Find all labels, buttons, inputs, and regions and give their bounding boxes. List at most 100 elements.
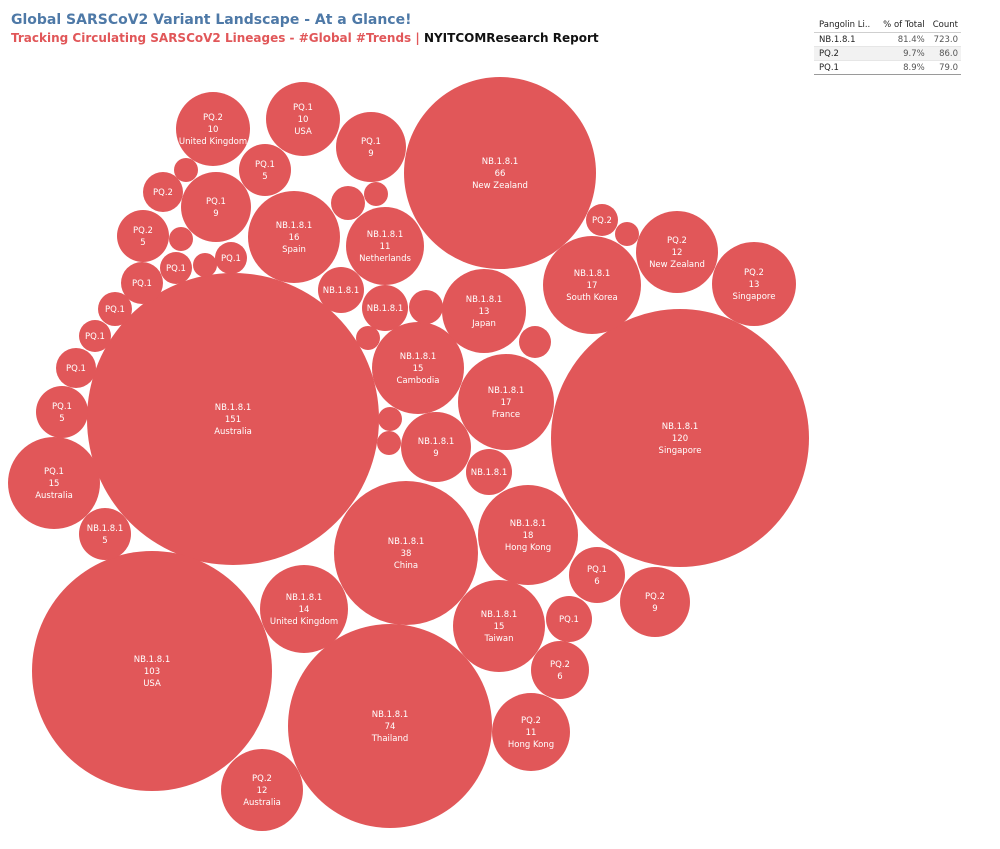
bubble-circle[interactable] bbox=[586, 204, 618, 236]
bubble-20[interactable]: PQ.1 15 Australia bbox=[8, 437, 100, 529]
bubble-26[interactable]: PQ.1 5 bbox=[239, 144, 291, 196]
bubble-circle[interactable] bbox=[79, 320, 111, 352]
bubble-50[interactable] bbox=[356, 326, 380, 350]
bubble-circle[interactable] bbox=[377, 431, 401, 455]
bubble-39[interactable]: PQ.2 9 bbox=[620, 567, 690, 637]
bubble-52[interactable] bbox=[174, 158, 198, 182]
bubble-circle[interactable] bbox=[98, 292, 132, 326]
bubble-1[interactable]: NB.1.8.1 120 Singapore bbox=[551, 309, 809, 567]
bubble-circle[interactable] bbox=[372, 322, 464, 414]
bubble-circle[interactable] bbox=[466, 449, 512, 495]
bubble-circle[interactable] bbox=[143, 172, 183, 212]
bubble-53[interactable] bbox=[169, 227, 193, 251]
bubble-circle[interactable] bbox=[404, 77, 596, 269]
bubble-33[interactable]: PQ.1 bbox=[160, 252, 192, 284]
bubble-15[interactable]: NB.1.8.1 9 bbox=[401, 412, 471, 482]
bubble-circle[interactable] bbox=[519, 326, 551, 358]
bubble-49[interactable] bbox=[377, 431, 401, 455]
bubble-circle[interactable] bbox=[409, 290, 443, 324]
bubble-circle[interactable] bbox=[569, 547, 625, 603]
bubble-14[interactable]: NB.1.8.1 11 Netherlands bbox=[346, 207, 424, 285]
bubble-circle[interactable] bbox=[260, 565, 348, 653]
bubble-circle[interactable] bbox=[615, 222, 639, 246]
bubble-36[interactable]: PQ.2 12 Australia bbox=[221, 749, 303, 831]
bubble-circle[interactable] bbox=[336, 112, 406, 182]
bubble-30[interactable]: PQ.1 bbox=[79, 320, 111, 352]
bubble-44[interactable] bbox=[519, 326, 551, 358]
bubble-circle[interactable] bbox=[478, 485, 578, 585]
bubble-54[interactable] bbox=[193, 253, 217, 277]
bubble-4[interactable]: NB.1.8.1 66 New Zealand bbox=[404, 77, 596, 269]
bubble-23[interactable]: PQ.1 9 bbox=[181, 172, 251, 242]
bubble-38[interactable]: PQ.2 10 United Kingdom bbox=[176, 92, 250, 166]
bubble-31[interactable]: PQ.1 bbox=[121, 262, 163, 304]
bubble-2[interactable]: NB.1.8.1 103 USA bbox=[32, 551, 272, 791]
table-row[interactable]: PQ.1 8.9% 79.0 bbox=[814, 60, 961, 75]
bubble-circle[interactable] bbox=[160, 252, 192, 284]
bubble-circle[interactable] bbox=[492, 693, 570, 771]
bubble-51[interactable] bbox=[615, 222, 639, 246]
bubble-circle[interactable] bbox=[87, 273, 379, 565]
column-header-percent[interactable]: % of Total bbox=[877, 18, 928, 33]
bubble-35[interactable]: PQ.2 12 New Zealand bbox=[636, 211, 718, 293]
bubble-circle[interactable] bbox=[334, 481, 478, 625]
bubble-circle[interactable] bbox=[546, 596, 592, 642]
bubble-8[interactable]: NB.1.8.1 17 France bbox=[458, 354, 554, 450]
bubble-circle[interactable] bbox=[121, 262, 163, 304]
bubble-9[interactable]: NB.1.8.1 16 Spain bbox=[248, 191, 340, 283]
bubble-circle[interactable] bbox=[442, 269, 526, 353]
bubble-circle[interactable] bbox=[221, 749, 303, 831]
table-row[interactable]: NB.1.8.1 81.4% 723.0 bbox=[814, 32, 961, 47]
bubble-34[interactable]: PQ.2 13 Singapore bbox=[712, 242, 796, 326]
bubble-circle[interactable] bbox=[248, 191, 340, 283]
bubble-circle[interactable] bbox=[346, 207, 424, 285]
bubble-circle[interactable] bbox=[364, 182, 388, 206]
bubble-22[interactable]: PQ.1 9 bbox=[336, 112, 406, 182]
bubble-25[interactable]: PQ.1 5 bbox=[36, 386, 88, 438]
bubble-29[interactable]: PQ.1 bbox=[98, 292, 132, 326]
bubble-6[interactable]: NB.1.8.1 18 Hong Kong bbox=[478, 485, 578, 585]
bubble-circle[interactable] bbox=[356, 326, 380, 350]
bubble-circle[interactable] bbox=[174, 158, 198, 182]
bubble-40[interactable]: PQ.2 6 bbox=[531, 641, 589, 699]
column-header-lineage[interactable]: Pangolin Li.. bbox=[814, 18, 878, 33]
bubble-circle[interactable] bbox=[36, 386, 88, 438]
bubble-circle[interactable] bbox=[401, 412, 471, 482]
bubble-43[interactable]: PQ.2 bbox=[586, 204, 618, 236]
bubble-circle[interactable] bbox=[551, 309, 809, 567]
bubble-47[interactable] bbox=[364, 182, 388, 206]
bubble-circle[interactable] bbox=[543, 236, 641, 334]
bubble-circle[interactable] bbox=[79, 508, 131, 560]
bubble-13[interactable]: NB.1.8.1 13 Japan bbox=[442, 269, 526, 353]
bubble-24[interactable]: PQ.1 6 bbox=[569, 547, 625, 603]
bubble-19[interactable]: NB.1.8.1 bbox=[318, 267, 364, 313]
bubble-circle[interactable] bbox=[712, 242, 796, 326]
column-header-count[interactable]: Count bbox=[927, 18, 961, 33]
bubble-circle[interactable] bbox=[56, 348, 96, 388]
bubble-circle[interactable] bbox=[117, 210, 169, 262]
bubble-42[interactable]: PQ.2 bbox=[143, 172, 183, 212]
bubble-16[interactable]: NB.1.8.1 5 bbox=[79, 508, 131, 560]
bubble-11[interactable]: NB.1.8.1 15 Taiwan bbox=[453, 580, 545, 672]
bubble-circle[interactable] bbox=[239, 144, 291, 196]
bubble-circle[interactable] bbox=[193, 253, 217, 277]
bubble-circle[interactable] bbox=[32, 551, 272, 791]
bubble-18[interactable]: NB.1.8.1 bbox=[362, 285, 408, 331]
bubble-circle[interactable] bbox=[288, 624, 492, 828]
bubble-circle[interactable] bbox=[453, 580, 545, 672]
bubble-circle[interactable] bbox=[378, 407, 402, 431]
bubble-41[interactable]: PQ.2 5 bbox=[117, 210, 169, 262]
bubble-circle[interactable] bbox=[318, 267, 364, 313]
bubble-48[interactable] bbox=[378, 407, 402, 431]
bubble-circle[interactable] bbox=[636, 211, 718, 293]
table-row[interactable]: PQ.2 9.7% 86.0 bbox=[814, 46, 961, 61]
bubble-circle[interactable] bbox=[362, 285, 408, 331]
bubble-37[interactable]: PQ.2 11 Hong Kong bbox=[492, 693, 570, 771]
bubble-17[interactable]: NB.1.8.1 bbox=[466, 449, 512, 495]
bubble-21[interactable]: PQ.1 10 USA bbox=[266, 82, 340, 156]
bubble-circle[interactable] bbox=[215, 242, 247, 274]
bubble-circle[interactable] bbox=[8, 437, 100, 529]
bubble-3[interactable]: NB.1.8.1 74 Thailand bbox=[288, 624, 492, 828]
bubble-45[interactable] bbox=[409, 290, 443, 324]
bubble-7[interactable]: NB.1.8.1 17 South Korea bbox=[543, 236, 641, 334]
